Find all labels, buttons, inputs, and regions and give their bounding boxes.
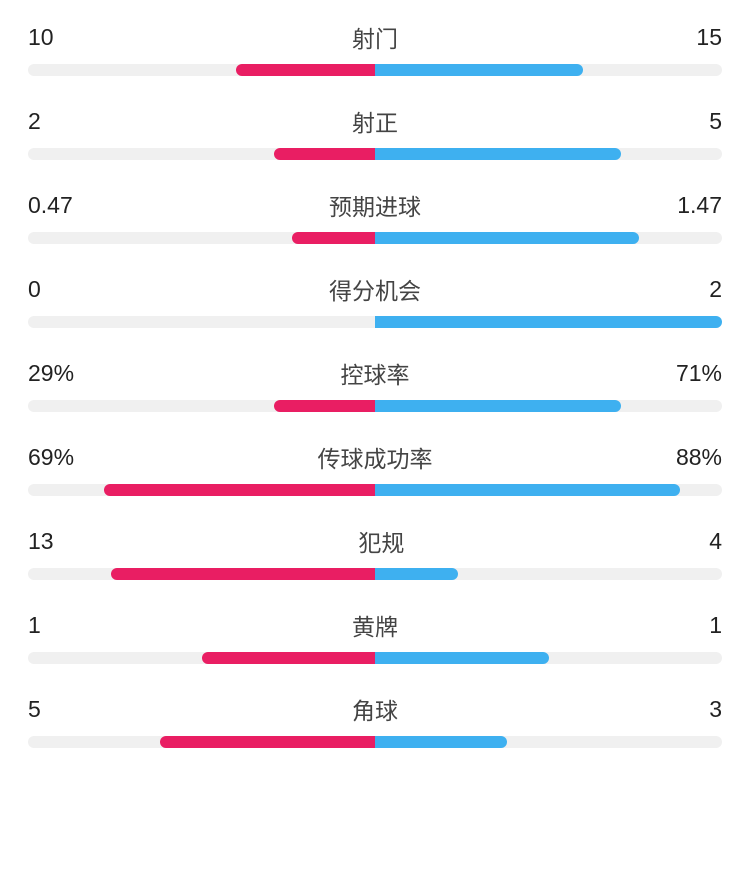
bar-track-left [28,400,375,412]
stat-row: 13 犯规 4 [28,524,722,580]
bar-fill-left [274,148,375,160]
stat-name: 控球率 [341,356,410,390]
bar-track-left [28,652,375,664]
stat-labels: 2 射正 5 [28,104,722,138]
stat-labels: 29% 控球率 71% [28,356,722,390]
match-stats-list: 10射门152射正50.47预期进球1.470得分机会229%控球率71%69%… [28,20,722,748]
stat-bars [28,316,722,328]
stat-left-value: 13 [28,528,54,555]
bar-track-right [375,232,722,244]
stat-name: 犯规 [358,524,404,558]
bar-track-left [28,484,375,496]
stat-left-value: 0 [28,276,41,303]
stat-row: 69% 传球成功率 88% [28,440,722,496]
stat-right-value: 3 [709,696,722,723]
stat-labels: 0.47 预期进球 1.47 [28,188,722,222]
stat-name: 角球 [352,692,398,726]
bar-fill-left [236,64,375,76]
stat-left-value: 1 [28,612,41,639]
stat-row: 0 得分机会 2 [28,272,722,328]
stat-left-value: 5 [28,696,41,723]
bar-track-left [28,316,375,328]
stat-labels: 1 黄牌 1 [28,608,722,642]
bar-fill-left [111,568,375,580]
bar-track-left [28,148,375,160]
bar-track-left [28,232,375,244]
stat-bars [28,484,722,496]
stat-row: 2 射正 5 [28,104,722,160]
stat-left-value: 0.47 [28,192,73,219]
stat-labels: 69% 传球成功率 88% [28,440,722,474]
bar-fill-right [375,652,549,664]
stat-row: 10 射门 15 [28,20,722,76]
stat-labels: 10 射门 15 [28,20,722,54]
bar-fill-right [375,148,621,160]
stat-bars [28,652,722,664]
bar-track-right [375,148,722,160]
stat-labels: 0 得分机会 2 [28,272,722,306]
bar-track-right [375,484,722,496]
stat-bars [28,568,722,580]
bar-fill-left [202,652,376,664]
stat-name: 传球成功率 [318,440,433,474]
bar-fill-left [104,484,375,496]
bar-fill-right [375,316,722,328]
stat-labels: 5 角球 3 [28,692,722,726]
stat-name: 射门 [352,20,398,54]
bar-fill-right [375,232,639,244]
stat-right-value: 88% [676,444,722,471]
stat-name: 得分机会 [329,272,421,306]
stat-name: 黄牌 [352,608,398,642]
stat-bars [28,736,722,748]
bar-fill-right [375,568,458,580]
bar-fill-left [274,400,375,412]
bar-track-right [375,736,722,748]
stat-row: 29% 控球率 71% [28,356,722,412]
bar-track-right [375,64,722,76]
stat-right-value: 1.47 [677,192,722,219]
stat-right-value: 2 [709,276,722,303]
stat-bars [28,400,722,412]
bar-track-left [28,736,375,748]
stat-right-value: 15 [696,24,722,51]
bar-fill-right [375,736,507,748]
bar-track-right [375,316,722,328]
stat-right-value: 4 [709,528,722,555]
stat-bars [28,232,722,244]
bar-fill-right [375,484,680,496]
stat-bars [28,64,722,76]
stat-right-value: 71% [676,360,722,387]
stat-row: 5 角球 3 [28,692,722,748]
stat-labels: 13 犯规 4 [28,524,722,558]
bar-fill-left [292,232,375,244]
stat-right-value: 5 [709,108,722,135]
stat-name: 射正 [352,104,398,138]
stat-left-value: 10 [28,24,54,51]
bar-track-right [375,568,722,580]
bar-track-right [375,652,722,664]
stat-row: 1 黄牌 1 [28,608,722,664]
stat-row: 0.47 预期进球 1.47 [28,188,722,244]
stat-left-value: 29% [28,360,74,387]
stat-left-value: 2 [28,108,41,135]
bar-fill-left [160,736,375,748]
stat-bars [28,148,722,160]
stat-right-value: 1 [709,612,722,639]
bar-track-right [375,400,722,412]
bar-track-left [28,568,375,580]
bar-fill-right [375,64,583,76]
bar-track-left [28,64,375,76]
stat-name: 预期进球 [329,188,421,222]
stat-left-value: 69% [28,444,74,471]
bar-fill-right [375,400,621,412]
